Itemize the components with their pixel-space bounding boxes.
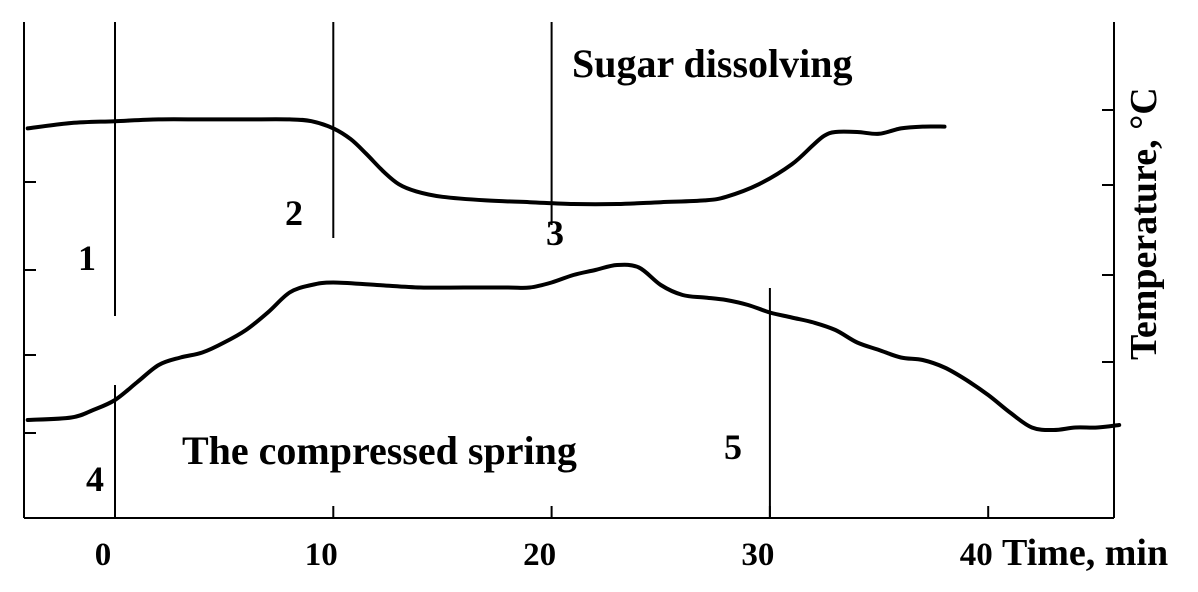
x-tick-label-10: 10 <box>305 537 338 573</box>
series-line-the-compressed-spring <box>25 262 1122 433</box>
series-label-sugar-dissolving: Sugar dissolving <box>572 41 853 86</box>
x-tick-label-30: 30 <box>741 537 774 573</box>
series-lines <box>25 117 1122 433</box>
y-axis-label: Temperature, °C <box>1123 87 1165 360</box>
marker-label-4: 4 <box>86 459 104 499</box>
marker-label-2: 2 <box>285 193 303 233</box>
right-y-ticks <box>1102 109 1114 363</box>
x-tick-label-40: 40 <box>960 537 993 573</box>
series-line-sugar-dissolving <box>25 117 947 207</box>
marker-label-1: 1 <box>78 238 96 278</box>
x-axis-label: Time, min <box>1002 532 1168 574</box>
left-y-ticks <box>24 181 36 434</box>
marker-label-3: 3 <box>546 213 564 253</box>
x-axis-ticks <box>114 506 990 518</box>
series-label-compressed-spring: The compressed spring <box>182 428 577 473</box>
x-tick-label-20: 20 <box>523 537 556 573</box>
x-tick-label-0: 0 <box>95 537 112 573</box>
marker-label-5: 5 <box>724 427 742 467</box>
